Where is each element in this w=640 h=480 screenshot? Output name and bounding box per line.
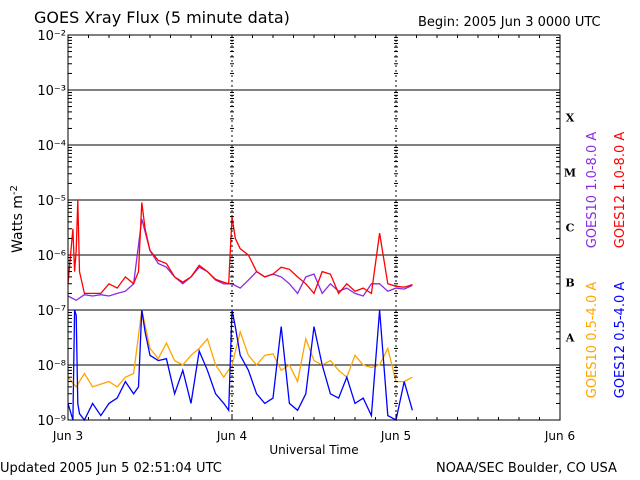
series-line-goes10-0-5-4-0-a [67, 309, 413, 389]
plot-frame [67, 34, 561, 421]
flare-class-labels: X M C B A [564, 112, 576, 345]
legend-entry: GOES10 1.0-8.0 A [585, 132, 600, 249]
legend-entry: GOES10 0.5-4.0 A [585, 282, 600, 399]
x-tick-label: Jun 5 [380, 429, 411, 443]
updated-timestamp: Updated 2005 Jun 5 02:51:04 UTC [0, 461, 222, 476]
flare-class-B: B [565, 277, 574, 290]
flare-class-M: M [564, 167, 576, 180]
legend-entry: GOES12 0.5-4.0 A [613, 282, 628, 399]
x-axis-label: Universal Time [269, 443, 358, 457]
chart-title: GOES Xray Flux (5 minute data) [34, 8, 290, 27]
series-line-goes12-1-0-8-0-a [67, 199, 413, 295]
x-tick-label: Jun 6 [544, 429, 575, 443]
series-line-goes12-0-5-4-0-a [67, 309, 414, 422]
y-tick-label: 10⁻⁸ [37, 359, 66, 374]
source-credit: NOAA/SEC Boulder, CO USA [436, 461, 617, 476]
begin-time: Begin: 2005 Jun 3 0000 UTC [418, 15, 601, 30]
x-tick-label: Jun 3 [52, 429, 83, 443]
series-lines [67, 199, 414, 422]
grid-lines [68, 35, 560, 420]
y-tick-label: 10⁻³ [37, 84, 66, 99]
y-tick-label: 10⁻⁹ [37, 414, 66, 429]
x-tick-label: Jun 4 [216, 429, 247, 443]
legend-entry: GOES12 1.0-8.0 A [613, 132, 628, 249]
y-tick-label: 10⁻⁴ [37, 139, 66, 154]
y-tick-label: 10⁻⁵ [37, 194, 66, 209]
flare-class-X: X [566, 112, 575, 125]
x-axis-ticks: Jun 3 Jun 4 Jun 5 Jun 6 [52, 35, 575, 443]
flare-class-C: C [566, 222, 575, 235]
y-tick-label: 10⁻⁶ [37, 249, 66, 264]
flare-class-A: A [565, 332, 575, 345]
series-line-goes10-1-0-8-0-a [67, 218, 413, 302]
y-axis-label: Watts m-2 [9, 185, 26, 253]
chart-legend: GOES10 1.0-8.0 A GOES12 1.0-8.0 A GOES10 0… [585, 132, 628, 399]
y-tick-label: 10⁻² [37, 29, 66, 44]
y-axis-ticks: 10⁻² 10⁻³ 10⁻⁴ 10⁻⁵ 10⁻⁶ 10⁻⁷ 10⁻⁸ 10⁻⁹ [37, 29, 66, 429]
minor-ticks [68, 37, 560, 404]
y-tick-label: 10⁻⁷ [37, 304, 66, 319]
